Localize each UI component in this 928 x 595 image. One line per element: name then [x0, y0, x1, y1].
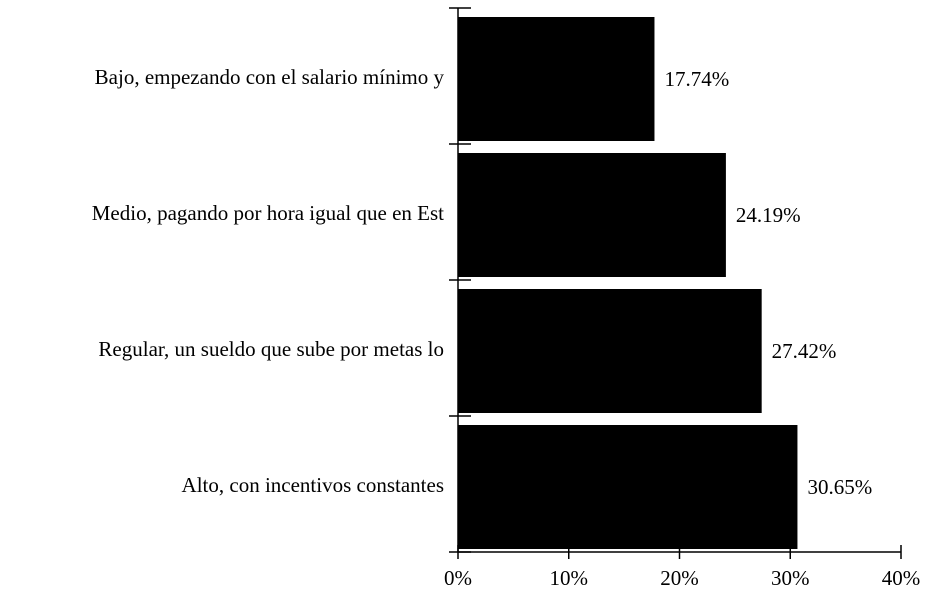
bar-4	[458, 425, 798, 549]
bar-2	[458, 153, 726, 277]
x-tick-label-0: 0%	[444, 566, 472, 590]
category-label-1: Bajo, empezando con el salario mínimo y	[95, 65, 445, 89]
x-tick-label-40: 40%	[882, 566, 921, 590]
data-label-4: 30.65%	[807, 475, 872, 499]
x-tick-label-10: 10%	[550, 566, 589, 590]
bar-1	[458, 17, 655, 141]
bars-group	[458, 17, 798, 549]
category-label-4: Alto, con incentivos constantes	[182, 473, 444, 497]
category-label-2: Medio, pagando por hora igual que en Est	[92, 201, 444, 225]
data-label-2: 24.19%	[736, 203, 801, 227]
labels-group: Bajo, empezando con el salario mínimo y 1…	[92, 65, 921, 590]
bar-3	[458, 289, 762, 413]
x-tick-label-20: 20%	[660, 566, 699, 590]
data-label-1: 17.74%	[664, 67, 729, 91]
category-label-3: Regular, un sueldo que sube por metas lo	[98, 337, 444, 361]
data-label-3: 27.42%	[772, 339, 837, 363]
x-tick-label-30: 30%	[771, 566, 810, 590]
axes-group	[449, 7, 902, 559]
